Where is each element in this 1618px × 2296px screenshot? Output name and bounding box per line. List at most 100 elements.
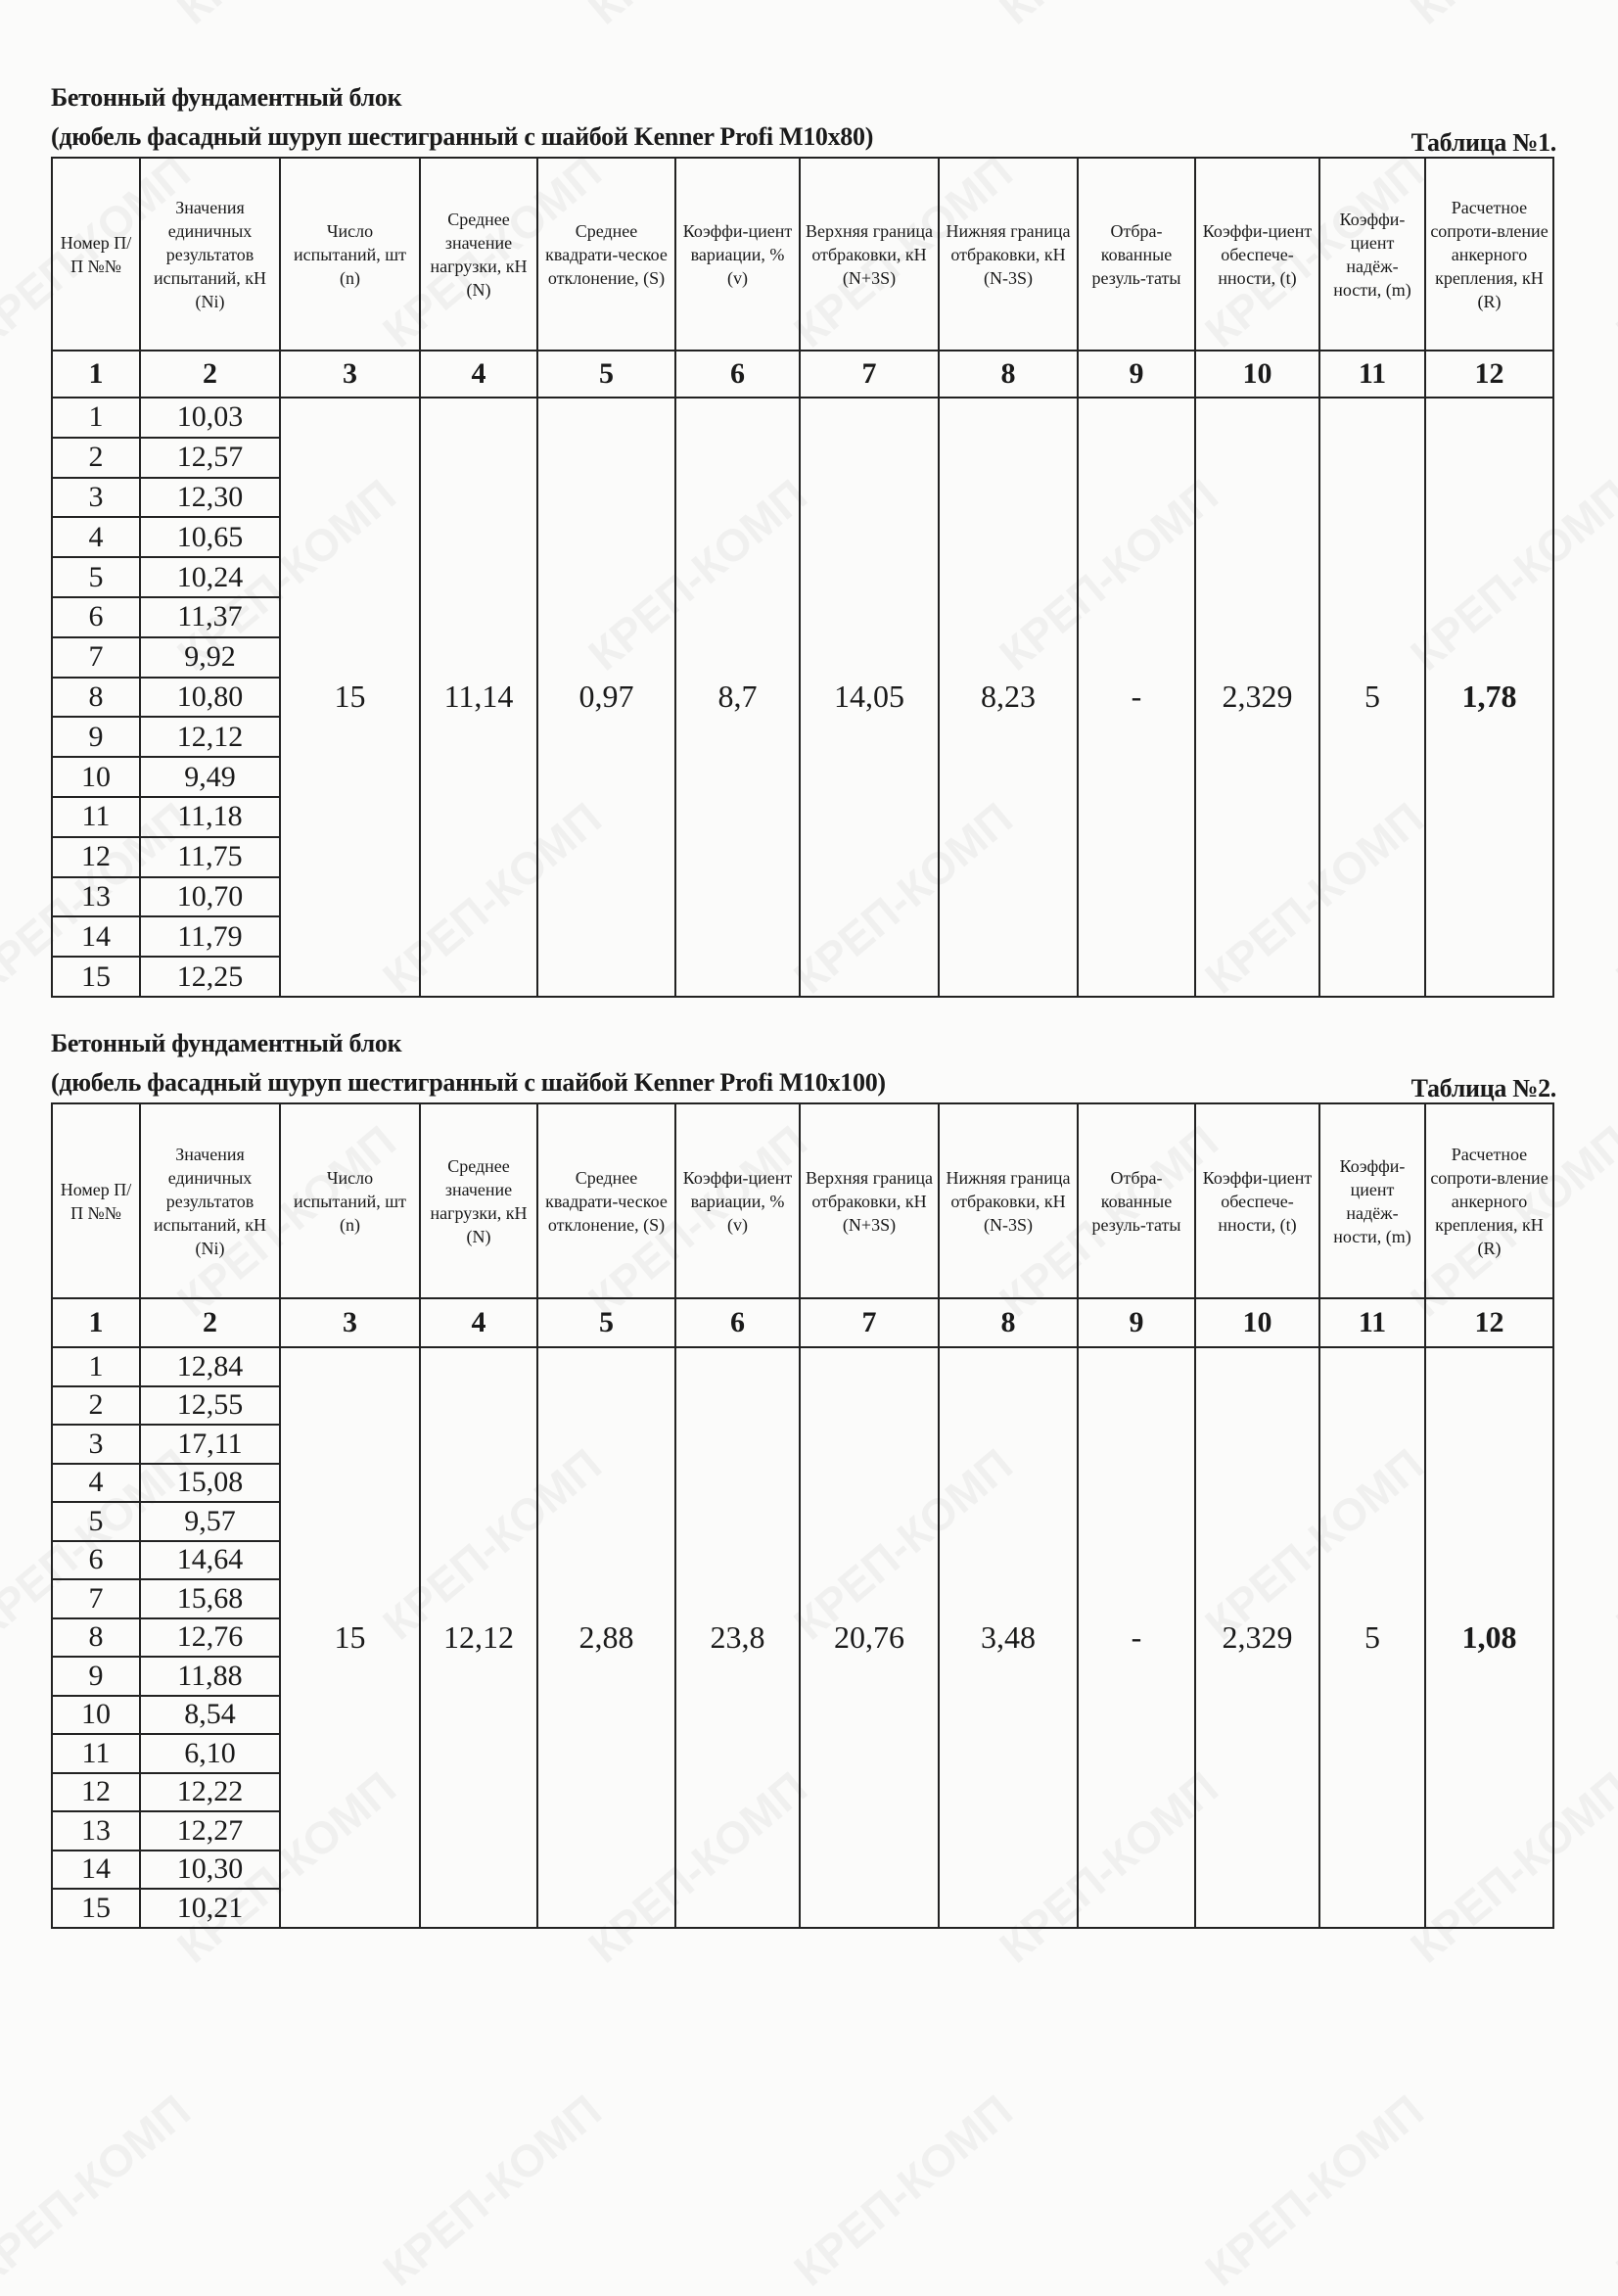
column-number: 2 xyxy=(139,350,281,398)
table-row: 15 12,25 xyxy=(51,956,1553,998)
single-result-value: 9,49 xyxy=(139,756,281,798)
watermark-logo: КРЕП-КОМП xyxy=(0,2085,201,2296)
variation-coefficient: 8,7 xyxy=(674,397,801,998)
single-result-value: 12,84 xyxy=(139,1346,281,1387)
row-number: 13 xyxy=(51,875,141,918)
single-result-value: 6,10 xyxy=(139,1733,281,1774)
table-row: 3 12,30 xyxy=(51,476,1553,519)
column-number: 3 xyxy=(279,1297,421,1348)
single-result-value: 11,18 xyxy=(139,795,281,838)
column-header: Нижняя граница отбраковки, кН (N-3S) xyxy=(938,1102,1079,1299)
table-row: 1 12,84 15 12,12 2,88 23,8 20,76 3,48-2,329 5 1,0… xyxy=(51,1346,1554,1929)
single-result-value: 12,76 xyxy=(139,1617,281,1658)
table-row: 12 12,22 xyxy=(51,1771,1553,1812)
row-number: 14 xyxy=(51,1849,141,1890)
rejected-results: - xyxy=(1077,1346,1196,1929)
watermark-logo: КРЕП-КОМП xyxy=(1606,146,1618,357)
column-number: 8 xyxy=(938,1297,1079,1348)
single-result-value: 12,57 xyxy=(139,436,281,479)
column-header: Коэффи-циент обеспече-нности, (t) xyxy=(1194,1102,1320,1299)
header-row: Номер П/П №№ Значения единичных результат… xyxy=(51,1102,1554,1299)
lower-reject-limit: 8,23 xyxy=(938,397,1079,998)
row-number: 15 xyxy=(51,1888,141,1929)
watermark-logo: КРЕП-КОМП xyxy=(1401,0,1618,34)
table-row: 4 10,65 xyxy=(51,516,1553,559)
column-header: Расчетное сопроти-вление анкерного крепл… xyxy=(1424,157,1554,351)
column-header: Среднее квадрати-ческое отклонение, (S) xyxy=(536,1102,676,1299)
single-result-value: 11,88 xyxy=(139,1656,281,1697)
row-number: 4 xyxy=(51,516,141,559)
table-row: 14 11,79 xyxy=(51,915,1553,959)
column-header: Отбра-кованные резуль-таты xyxy=(1077,1102,1196,1299)
table-row: 5 9,57 xyxy=(51,1501,1553,1542)
row-number: 15 xyxy=(51,956,141,998)
column-number: 9 xyxy=(1077,350,1196,398)
row-number: 12 xyxy=(51,835,141,878)
single-result-value: 11,37 xyxy=(139,595,281,638)
single-result-value: 10,65 xyxy=(139,516,281,559)
column-number: 9 xyxy=(1077,1297,1196,1348)
std-deviation: 0,97 xyxy=(536,397,676,998)
column-header: Номер П/П №№ xyxy=(51,1102,141,1299)
column-number: 4 xyxy=(419,350,538,398)
row-number: 8 xyxy=(51,1617,141,1658)
column-header: Коэффи-циент обеспече-нности, (t) xyxy=(1194,157,1320,351)
row-number: 5 xyxy=(51,556,141,598)
single-result-value: 12,22 xyxy=(139,1771,281,1812)
table-row: 1 10,03 15 11,14 0,97 8,7 14,05 8,23-2,329 5 1,78 xyxy=(51,397,1554,998)
single-result-value: 11,79 xyxy=(139,915,281,959)
table-row: 12 11,75 xyxy=(51,835,1553,878)
single-result-value: 10,70 xyxy=(139,875,281,918)
column-number: 10 xyxy=(1194,1297,1320,1348)
reliability-coefficient: 5 xyxy=(1318,1346,1426,1929)
rejected-results: - xyxy=(1077,397,1196,998)
single-result-value: 10,30 xyxy=(139,1849,281,1890)
column-number: 6 xyxy=(674,1297,801,1348)
single-result-value: 8,54 xyxy=(139,1694,281,1735)
table-row: 15 10,21 xyxy=(51,1888,1553,1929)
single-result-value: 9,57 xyxy=(139,1501,281,1542)
column-number: 7 xyxy=(799,350,940,398)
row-number: 12 xyxy=(51,1771,141,1812)
row-number: 10 xyxy=(51,1694,141,1735)
single-result-value: 12,55 xyxy=(139,1384,281,1426)
column-header: Среднее значение нагрузки, кН (N) xyxy=(419,1102,538,1299)
column-number: 5 xyxy=(536,350,676,398)
column-number: 4 xyxy=(419,1297,538,1348)
row-number: 6 xyxy=(51,1539,141,1580)
test-count: 15 xyxy=(279,397,421,998)
column-number: 1 xyxy=(51,1297,141,1348)
row-number: 3 xyxy=(51,1424,141,1465)
header-row: Номер П/П №№ Значения единичных результат… xyxy=(51,157,1554,351)
column-number: 12 xyxy=(1424,1297,1554,1348)
anchor-design-resistance: 1,78 xyxy=(1424,397,1554,998)
table-1-label: Таблица №1. xyxy=(1410,128,1557,157)
watermark-logo: КРЕП-КОМП xyxy=(990,0,1228,34)
reliability-coefficient: 5 xyxy=(1318,397,1426,998)
table-1-title-row: (дюбель фасадный шуруп шестигранный с ша… xyxy=(51,117,1556,157)
results-table-2: Номер П/П №№ Значения единичных результат… xyxy=(51,1102,1554,1929)
upper-reject-limit: 14,05 xyxy=(799,397,940,998)
row-number: 14 xyxy=(51,915,141,959)
upper-reject-limit: 20,76 xyxy=(799,1346,940,1929)
results-table-1: Номер П/П №№ Значения единичных результат… xyxy=(51,157,1554,998)
single-result-value: 10,80 xyxy=(139,676,281,719)
table-row: 4 15,08 xyxy=(51,1462,1553,1503)
table-2-title-line2: (дюбель фасадный шуруп шестигранный с ша… xyxy=(51,1068,886,1097)
table-row: 9 12,12 xyxy=(51,716,1553,759)
row-number: 5 xyxy=(51,1501,141,1542)
table-row: 2 12,57 xyxy=(51,436,1553,479)
table-row: 7 15,68 xyxy=(51,1578,1553,1619)
single-result-value: 12,27 xyxy=(139,1810,281,1851)
table-row: 9 11,88 xyxy=(51,1656,1553,1697)
row-number: 10 xyxy=(51,756,141,798)
single-result-value: 17,11 xyxy=(139,1424,281,1465)
single-result-value: 12,12 xyxy=(139,716,281,759)
table-row: 10 9,49 xyxy=(51,756,1553,798)
single-result-value: 9,92 xyxy=(139,635,281,679)
column-header: Число испытаний, шт (n) xyxy=(279,1102,421,1299)
table-row: 8 12,76 xyxy=(51,1617,1553,1658)
column-number: 1 xyxy=(51,350,141,398)
single-result-value: 12,30 xyxy=(139,476,281,519)
table-1-title-line1: Бетонный фундаментный блок xyxy=(51,83,402,112)
